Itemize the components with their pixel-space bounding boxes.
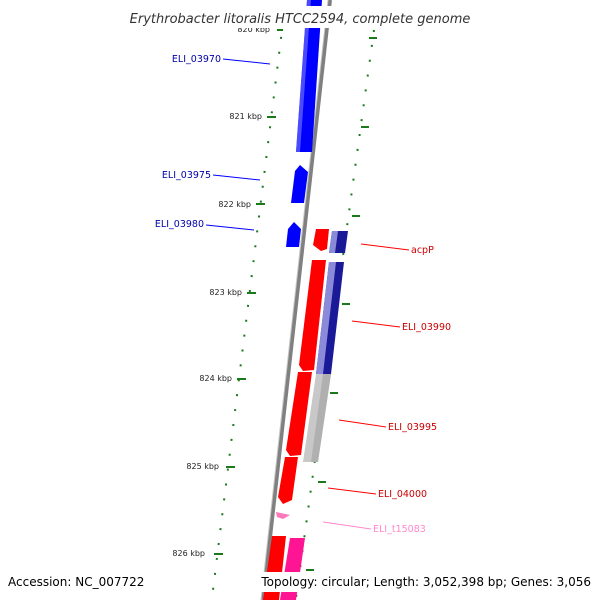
genome-backbone-highlight xyxy=(260,0,329,600)
gene-ELI_03990[interactable] xyxy=(299,260,326,371)
tick-label: 824 kbp xyxy=(199,374,232,383)
leader-ELI_03970 xyxy=(222,58,271,65)
feature-band-ELI_03990-light xyxy=(316,262,336,374)
gene-acpP[interactable] xyxy=(313,229,329,251)
tick-marks xyxy=(214,29,283,555)
gene-label[interactable]: ELI_03980 xyxy=(155,219,204,230)
gene-ELI_t15083[interactable] xyxy=(276,512,290,519)
title-background xyxy=(100,6,500,28)
gene-label[interactable]: ELI_03990 xyxy=(402,322,451,333)
leader-ELI_03975 xyxy=(212,174,261,181)
tick-labels: 820 kbp 821 kbp 822 kbp 823 kbp 824 kbp … xyxy=(172,25,270,558)
leader-ELI_t15083 xyxy=(322,521,372,530)
leader-ELI_04000 xyxy=(327,487,377,495)
feature-band-ELI_03995-dark xyxy=(311,374,331,462)
gene-labels: ELI_03970 ELI_03975 ELI_03980 acpP ELI_0… xyxy=(155,54,451,535)
gene-label[interactable]: ELI_t15083 xyxy=(373,524,426,535)
tick-label: 823 kbp xyxy=(209,288,242,297)
genome-summary-text: Topology: circular; Length: 3,052,398 bp… xyxy=(260,575,591,589)
leader-ELI_03995 xyxy=(338,419,387,428)
tick-label: 826 kbp xyxy=(172,549,205,558)
leader-acpP xyxy=(360,243,410,251)
feature-band-acpP-light xyxy=(329,231,338,253)
gene-ELI_03970-shade xyxy=(296,0,311,152)
gene-label[interactable]: ELI_03995 xyxy=(388,422,437,433)
gene-ELI_03975[interactable] xyxy=(291,165,308,203)
gene-label[interactable]: acpP xyxy=(411,245,434,256)
gene-ELI_03995[interactable] xyxy=(286,372,312,456)
gene-label[interactable]: ELI_03970 xyxy=(172,54,221,65)
tick-label: 821 kbp xyxy=(229,112,262,121)
leader-lines xyxy=(205,58,410,530)
gene-ELI_03980[interactable] xyxy=(286,222,301,247)
gene-ELI_04000[interactable] xyxy=(278,457,298,504)
outer-tick-marks xyxy=(306,37,377,571)
tick-label: 825 kbp xyxy=(186,462,219,471)
forward-strand-genes xyxy=(286,0,322,247)
gene-label[interactable]: ELI_04000 xyxy=(378,489,427,500)
leader-ELI_03980 xyxy=(205,224,255,231)
genome-backbone xyxy=(261,0,332,600)
gene-label[interactable]: ELI_03975 xyxy=(162,170,211,181)
tick-label: 822 kbp xyxy=(218,200,251,209)
leader-ELI_03990 xyxy=(351,320,401,328)
footer-right-background xyxy=(258,572,596,592)
outer-feature-track xyxy=(303,231,348,462)
footer-left-background xyxy=(4,572,150,592)
tick-label: 820 kbp xyxy=(237,25,270,34)
map-title: Erythrobacter litoralis HTCC2594, comple… xyxy=(130,12,471,27)
accession-text: Accession: NC_007722 xyxy=(8,575,144,589)
